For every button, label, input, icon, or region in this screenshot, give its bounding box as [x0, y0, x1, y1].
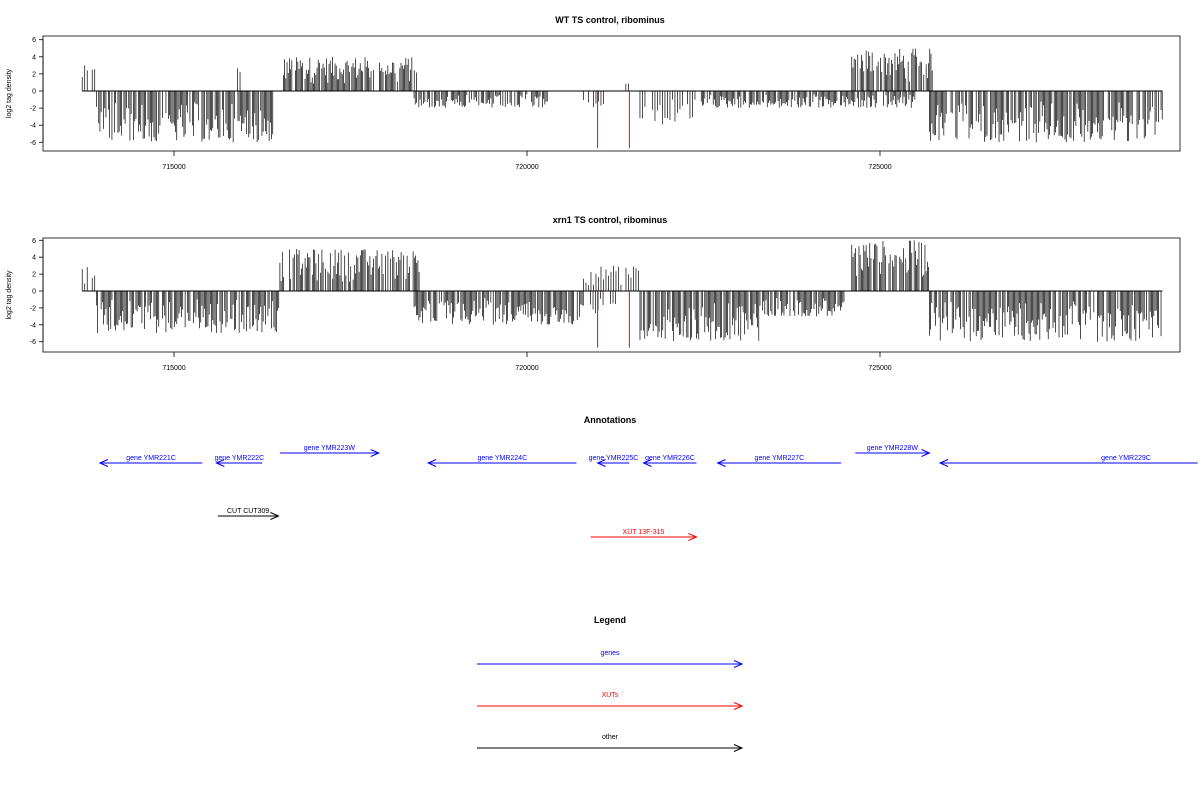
- annotation-feature: gene YMR221C: [98, 455, 203, 467]
- legend-label: XUTs: [602, 692, 619, 699]
- panel-wt: WT TS control, ribominus log2 tag densit…: [6, 15, 1181, 171]
- y-tick-label: -6: [30, 140, 36, 147]
- y-tick-label: 0: [32, 89, 36, 96]
- annotation-label: gene YMR225C: [589, 455, 639, 462]
- legend-items: genes XUTs other: [477, 650, 744, 752]
- legend-title: Legend: [594, 615, 626, 625]
- annotations-title: Annotations: [584, 415, 637, 425]
- x-tick-label: 720000: [515, 164, 538, 171]
- density-bars: [81, 240, 1163, 342]
- annotation-feature: gene YMR225C: [589, 455, 639, 467]
- annotation-feature: gene YMR222C: [214, 455, 264, 467]
- y-tick-label: -2: [30, 305, 36, 312]
- y-axis: -6 -4 -2 0 2 4 6: [30, 238, 44, 346]
- annotation-arrow-arrowhead: [596, 459, 606, 467]
- annotation-label: XUT 13F-315: [623, 529, 665, 536]
- y-tick-label: -6: [30, 339, 36, 346]
- y-tick-label: 2: [32, 272, 36, 279]
- y-axis-label: log2 tag density: [6, 270, 13, 320]
- annotation-label: CUT CUT309: [227, 508, 269, 515]
- x-tick-label: 725000: [868, 164, 891, 171]
- plot-frame: [42, 237, 1181, 353]
- annotation-arrow-arrowhead: [642, 459, 652, 467]
- y-tick-label: 4: [32, 54, 36, 61]
- annotation-feature: gene YMR227C: [716, 455, 842, 467]
- x-axis: 715000 720000 725000: [162, 151, 892, 171]
- y-tick-label: -2: [30, 106, 36, 113]
- annotation-arrow-arrowhead: [938, 459, 949, 467]
- y-axis: -6 -4 -2 0 2 4 6: [30, 37, 44, 147]
- legend-arrow-arrowhead: [733, 702, 744, 710]
- legend-label: other: [602, 734, 619, 741]
- x-tick-label: 715000: [162, 164, 185, 171]
- annotation-arrow-arrowhead: [370, 449, 380, 457]
- annotation-feature: gene YMR223W: [279, 445, 380, 457]
- y-tick-label: 6: [32, 37, 36, 44]
- panel-xrn1: xrn1 TS control, ribominus log2 tag dens…: [6, 215, 1181, 372]
- annotation-feature: gene YMR229C: [938, 455, 1198, 467]
- annotation-label: gene YMR222C: [214, 455, 264, 462]
- legend-arrow-arrowhead: [733, 660, 744, 668]
- annotation-arrow-arrowhead: [215, 459, 225, 467]
- annotation-feature: gene YMR226C: [642, 455, 697, 467]
- panel-title: WT TS control, ribominus: [555, 15, 665, 25]
- annotation-feature: gene YMR228W: [855, 445, 931, 457]
- panel-title: xrn1 TS control, ribominus: [553, 215, 668, 225]
- x-tick-label: 725000: [868, 365, 891, 372]
- density-bars: [81, 48, 1163, 143]
- annotation-arrow-arrowhead: [688, 533, 698, 541]
- legend-item: other: [477, 734, 744, 752]
- annotations-track: Annotations gene YMR221C gene YMR222Cgene…: [98, 415, 1198, 541]
- annotation-feature: gene YMR224C: [426, 455, 577, 467]
- annotation-label: gene YMR224C: [477, 455, 527, 462]
- y-tick-label: 2: [32, 71, 36, 78]
- y-tick-label: 4: [32, 255, 36, 262]
- y-tick-label: -4: [30, 322, 36, 329]
- annotation-label: gene YMR226C: [645, 455, 695, 462]
- annotation-arrow-arrowhead: [426, 459, 437, 467]
- annotation-arrow-arrowhead: [270, 512, 280, 520]
- y-tick-label: 6: [32, 238, 36, 245]
- legend-item: XUTs: [477, 692, 744, 710]
- annotation-label: gene YMR227C: [755, 455, 805, 462]
- legend-label: genes: [600, 650, 620, 657]
- legend-arrow-arrowhead: [733, 744, 744, 752]
- x-axis: 715000 720000 725000: [162, 352, 892, 372]
- annotation-arrow-arrowhead: [98, 459, 109, 467]
- highlight-lines: [597, 291, 630, 348]
- annotation-label: gene YMR229C: [1101, 455, 1151, 462]
- plot-frame: [42, 35, 1181, 152]
- annotation-feature: XUT 13F-315: [590, 529, 698, 541]
- y-tick-label: -4: [30, 123, 36, 130]
- y-axis-label: log2 tag density: [6, 68, 13, 118]
- highlight-lines: [597, 91, 630, 149]
- annotation-arrow-arrowhead: [716, 459, 726, 467]
- legend: Legend genes XUTs other: [477, 615, 744, 752]
- annotation-arrow-arrowhead: [921, 449, 931, 457]
- x-tick-label: 715000: [162, 365, 185, 372]
- y-tick-label: 0: [32, 289, 36, 296]
- legend-item: genes: [477, 650, 744, 668]
- annotation-label: gene YMR228W: [867, 445, 919, 452]
- x-tick-label: 720000: [515, 365, 538, 372]
- annotation-label: gene YMR221C: [126, 455, 176, 462]
- annotation-feature: CUT CUT309: [217, 508, 280, 520]
- annotation-label: gene YMR223W: [304, 445, 356, 452]
- annotation-features: gene YMR221C gene YMR222C gene YMR223W gene…: [98, 445, 1198, 541]
